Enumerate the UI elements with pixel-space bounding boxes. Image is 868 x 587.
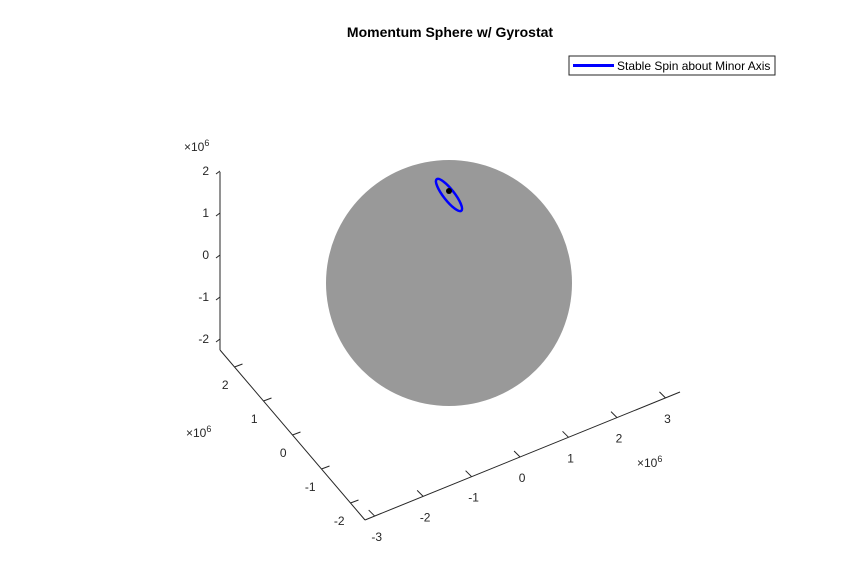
y-tick-label: 0 [280,446,287,460]
y-tick [263,397,272,402]
z-tick [215,254,221,259]
x-tick [416,490,424,497]
y-tick [234,363,243,368]
z-tick [215,212,221,217]
legend[interactable]: Stable Spin about Minor Axis [568,55,776,76]
z-tick-label: -2 [198,332,209,346]
y-tick-label: -1 [305,480,316,494]
stable-spin-trajectory [434,177,464,213]
y-tick-label: -2 [334,514,345,528]
x-tick [659,391,666,399]
y-tick [292,431,301,436]
z-tick [215,170,221,175]
y-axis-exponent: ×106 [186,424,211,440]
x-tick-label: 1 [567,451,574,465]
x-tick-label: -2 [420,510,431,524]
legend-label: Stable Spin about Minor Axis [617,59,770,73]
y-tick [321,465,330,470]
x-tick-label: -3 [371,530,382,544]
momentum-sphere [326,160,572,406]
x-tick-label: 3 [664,412,671,426]
x-tick [465,470,472,478]
z-tick [215,296,221,301]
chart-title: Momentum Sphere w/ Gyrostat [347,24,553,40]
x-tick-label: 2 [616,432,623,446]
x-tick [610,411,618,418]
x-tick [513,450,521,458]
y-tick [350,499,359,504]
z-tick [215,338,221,343]
z-tick-label: 2 [202,164,209,178]
x-axis-exponent: ×106 [637,454,662,470]
x-axis-line [364,391,681,521]
z-tick-label: 1 [202,206,209,220]
y-tick-label: 2 [222,378,229,392]
x-tick [368,509,376,517]
z-tick-label: -1 [198,290,209,304]
x-tick-label: 0 [519,471,526,485]
z-tick-label: 0 [202,248,209,262]
y-tick-label: 1 [251,412,258,426]
legend-box [568,55,776,76]
x-tick-label: -1 [468,491,479,505]
x-tick [562,430,569,438]
z-axis-exponent: ×106 [184,138,209,154]
equilibrium-marker [446,188,452,194]
axes: ×106 ×106 ×106 -2 -1 0 1 2 -2 -1 0 1 2 -3 -2 -1 0 1 2 3 [184,138,681,544]
